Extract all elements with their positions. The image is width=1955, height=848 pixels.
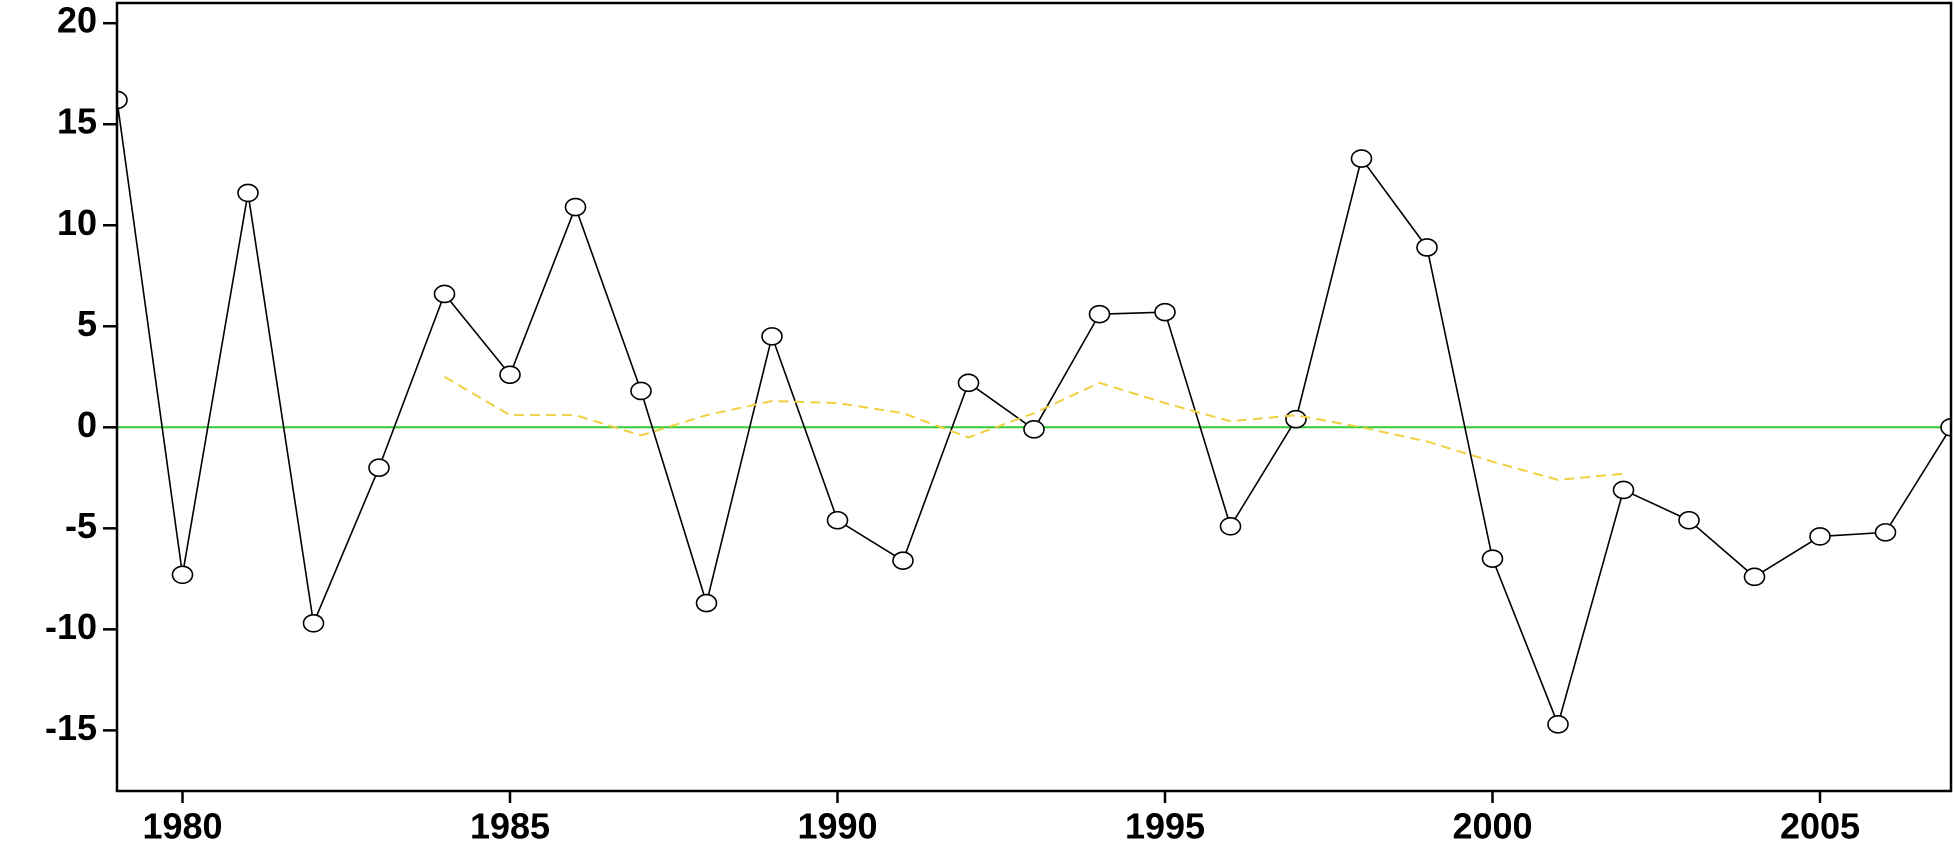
plot-area [117, 90, 1951, 734]
data-point [630, 381, 652, 401]
axes-frame [115, 1, 1953, 793]
x-tick-label: 1985 [470, 806, 550, 847]
data-point [1874, 523, 1897, 542]
data-point [1219, 517, 1242, 536]
y-tick-label: -15 [45, 707, 97, 748]
data-point [892, 551, 914, 570]
y-tick-label: 10 [57, 202, 97, 243]
data-point [1088, 304, 1111, 324]
data-point [433, 284, 456, 304]
data-point [1678, 510, 1700, 530]
data-point [171, 565, 194, 585]
x-tick-label: 1980 [142, 806, 222, 847]
data-point [237, 183, 259, 203]
y-tick-label: 5 [77, 303, 97, 344]
data-point [957, 373, 980, 393]
x-tick-label: 2005 [1780, 806, 1860, 847]
data-point [1023, 420, 1045, 439]
data-point [1154, 302, 1176, 322]
y-tick-label: -10 [45, 606, 97, 647]
data-point [695, 593, 718, 613]
data-point [1612, 480, 1635, 500]
data-point [564, 197, 587, 217]
x-tick-label: 1995 [1125, 806, 1205, 847]
y-tick-label: 20 [57, 0, 97, 41]
data-point [368, 458, 390, 478]
data-point [1547, 715, 1569, 734]
data-point [761, 327, 783, 346]
x-tick-label: 2000 [1452, 806, 1532, 847]
x-tick-label: 1990 [797, 806, 877, 847]
y-tick-label: -5 [65, 505, 97, 546]
data-point [117, 90, 128, 110]
data-point [1350, 149, 1373, 168]
data-point [1809, 527, 1831, 546]
data-point [302, 613, 325, 633]
data-point [499, 365, 521, 385]
data-point [1481, 549, 1504, 568]
y-tick-label: 15 [57, 101, 97, 142]
y-tick-label: 0 [77, 404, 97, 445]
series-line [443, 375, 1624, 481]
data-point [1743, 567, 1766, 587]
data-point [826, 510, 849, 530]
data-point [1416, 238, 1438, 257]
data-point [1285, 409, 1307, 429]
data-point [1940, 418, 1951, 437]
